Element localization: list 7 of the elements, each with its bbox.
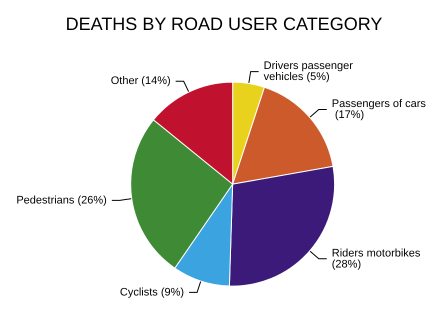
slice-label: Passengers of cars (17%)	[332, 98, 426, 121]
slice-label: Cyclists (9%)	[120, 286, 184, 298]
slice-label: Pedestrians (26%)	[16, 194, 107, 206]
slice-label: Riders motorbikes (28%)	[332, 247, 424, 270]
chart-title: DEATHS BY ROAD USER CATEGORY	[66, 14, 382, 34]
slice-label: Drivers passenger vehicles (5%)	[264, 60, 356, 84]
slice-label: Other (14%)	[110, 75, 171, 88]
